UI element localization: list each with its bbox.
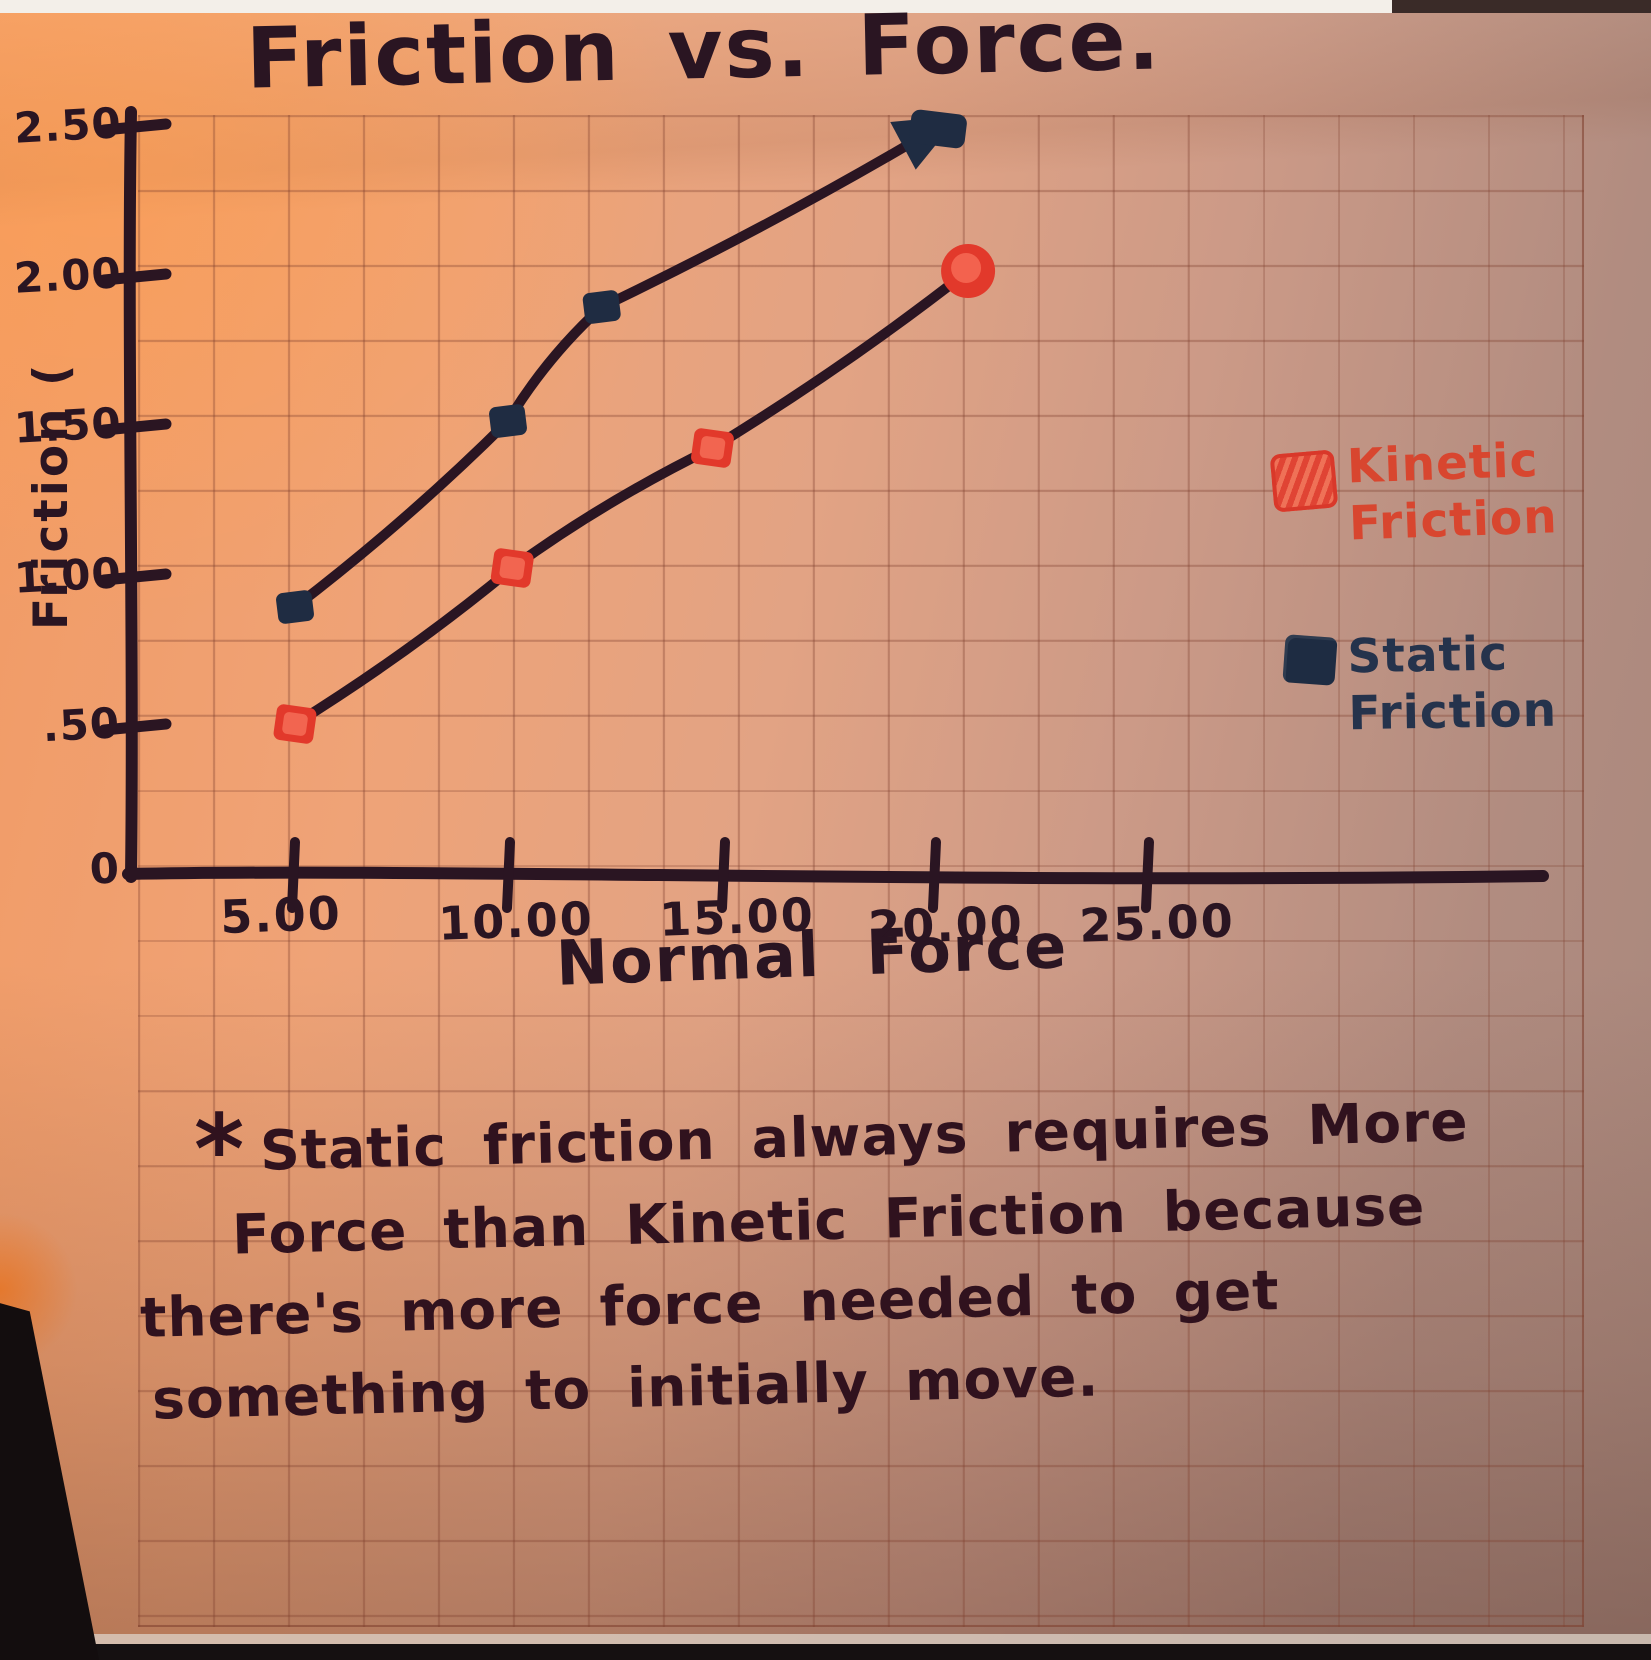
y-tick-label: 1.00	[12, 548, 123, 603]
x-tick-label: 10.00	[437, 891, 595, 951]
y-tick-mark	[98, 568, 172, 586]
y-tick-mark	[98, 118, 172, 136]
legend-label-kinetic: Kinetic Friction	[1346, 432, 1559, 552]
marker-kinetic-friction-highlight	[951, 253, 982, 283]
kinetic-friction-swatch	[1269, 449, 1339, 513]
x-tick-label: 15.00	[658, 887, 816, 947]
y-tick-mark	[98, 268, 172, 286]
marker-kinetic-friction-highlight	[499, 556, 526, 580]
y-tick-label: .50	[41, 698, 122, 752]
board-bottom-edge	[86, 1634, 1651, 1646]
marker-static-friction	[909, 109, 967, 149]
board-bottom-edge-dark	[0, 1644, 1651, 1660]
y-tick-label: 1.50	[12, 398, 123, 453]
y-tick-mark	[98, 418, 172, 436]
asterisk-mark: *	[194, 1094, 245, 1206]
x-tick-mark	[287, 837, 300, 913]
x-tick-label: 20.00	[867, 895, 1025, 955]
y-tick-label: 0	[88, 843, 122, 894]
marker-static-friction	[276, 590, 314, 624]
series-line-kinetic-friction	[290, 266, 974, 729]
y-tick-mark	[98, 718, 172, 736]
x-tick-mark	[502, 837, 515, 913]
legend-label-static: Static Friction	[1347, 626, 1558, 742]
y-axis-line	[123, 106, 138, 883]
x-tick-label: 5.00	[219, 885, 343, 945]
series-line-static-friction	[290, 122, 944, 612]
marker-static-friction	[582, 290, 621, 324]
x-tick-mark	[928, 837, 941, 913]
marker-kinetic-friction-highlight	[699, 436, 726, 460]
board-top-edge	[0, 0, 1392, 13]
y-tick-label: 2.00	[12, 248, 123, 303]
x-tick-mark	[1141, 837, 1154, 913]
x-axis-line	[122, 866, 1549, 885]
static-friction-swatch	[1282, 634, 1338, 686]
x-tick-mark	[717, 837, 730, 913]
x-tick-label: 25.00	[1078, 893, 1236, 953]
marker-kinetic-friction-highlight	[282, 712, 308, 736]
y-tick-label: 2.50	[12, 98, 123, 153]
board-top-edge-dark	[1392, 0, 1651, 13]
marker-static-friction	[489, 404, 527, 438]
